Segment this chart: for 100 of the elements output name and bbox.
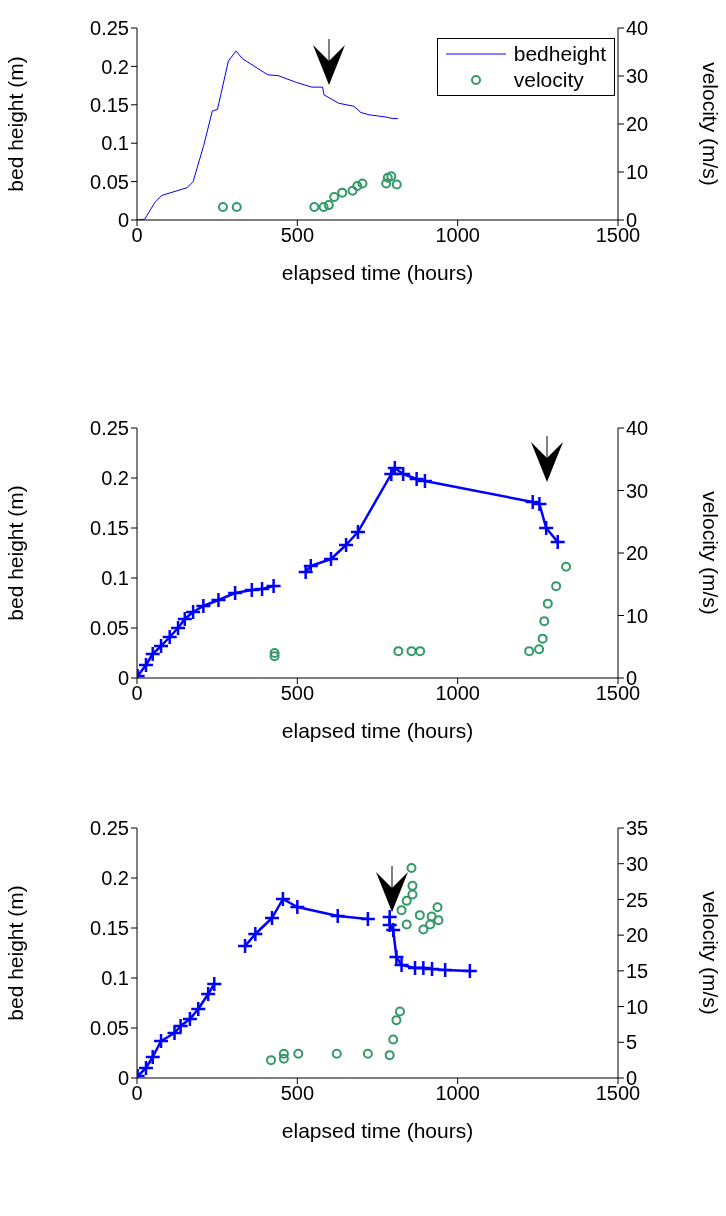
point xyxy=(423,960,441,978)
point xyxy=(357,178,368,189)
point xyxy=(289,898,306,916)
point xyxy=(537,519,555,537)
y2-tick-label: 30 xyxy=(626,852,649,875)
point xyxy=(137,1059,155,1077)
point xyxy=(436,961,454,979)
y-tick-label: 0.2 xyxy=(101,867,129,890)
point xyxy=(388,1034,399,1045)
point xyxy=(534,644,545,655)
y2-tick-label: 25 xyxy=(626,888,649,911)
point xyxy=(433,915,444,926)
y-tick-label: 0.25 xyxy=(90,817,129,840)
y2-tick-label: 10 xyxy=(626,161,649,184)
point xyxy=(231,202,242,213)
point xyxy=(293,1048,304,1059)
y2-tick-label: 15 xyxy=(626,959,649,982)
point xyxy=(247,925,264,943)
point xyxy=(407,880,418,891)
point xyxy=(425,919,436,930)
y-axis-title: bed height (m) xyxy=(4,885,28,1021)
point xyxy=(381,178,392,189)
y-tick-label: 0.25 xyxy=(90,417,129,440)
point xyxy=(269,648,280,658)
point xyxy=(144,1048,161,1066)
y2-tick-label: 20 xyxy=(626,924,649,947)
x-axis-title: elapsed time (hours) xyxy=(281,1119,474,1142)
y-tick-label: 0.15 xyxy=(90,517,129,540)
point xyxy=(349,523,367,541)
y-tick-label: 0 xyxy=(117,209,129,232)
point xyxy=(337,536,355,554)
x-tick-label: 1000 xyxy=(435,1082,480,1105)
x-tick-label: 0 xyxy=(131,1082,143,1105)
point xyxy=(524,646,535,657)
point xyxy=(206,975,223,993)
y-tick-label: 0.1 xyxy=(101,567,129,590)
point xyxy=(415,646,426,657)
point xyxy=(265,577,282,595)
point xyxy=(329,191,340,202)
point xyxy=(396,905,407,916)
x-axis-title: elapsed time (hours) xyxy=(281,719,474,742)
x-tick-label: 500 xyxy=(280,1082,315,1105)
point xyxy=(236,937,254,955)
y2-tick-label: 20 xyxy=(626,113,649,136)
point xyxy=(426,911,437,922)
point xyxy=(152,637,170,655)
point xyxy=(199,985,217,1003)
y2-tick-label: 10 xyxy=(626,995,649,1018)
point xyxy=(144,645,161,663)
point xyxy=(539,616,550,627)
point xyxy=(190,1000,207,1018)
point xyxy=(181,1010,199,1028)
point xyxy=(406,646,417,657)
y-tick-label: 0.2 xyxy=(101,467,129,490)
point xyxy=(362,1048,373,1059)
point xyxy=(561,561,572,572)
y2-tick-label: 40 xyxy=(626,417,649,440)
y2-axis-title: velocity (m/s) xyxy=(698,62,722,186)
x-tick-label: 500 xyxy=(280,682,315,705)
point xyxy=(386,171,397,182)
point xyxy=(432,902,443,913)
y2-tick-label: 40 xyxy=(626,17,649,40)
point xyxy=(274,890,292,908)
point xyxy=(323,200,334,211)
point xyxy=(531,495,548,513)
x-tick-label: 0 xyxy=(131,224,143,247)
point xyxy=(542,598,553,609)
point xyxy=(406,863,417,873)
point xyxy=(391,179,402,190)
point xyxy=(416,472,434,490)
point xyxy=(309,202,320,213)
point xyxy=(352,180,363,191)
point xyxy=(322,550,340,568)
point xyxy=(329,907,346,925)
y-tick-label: 0.15 xyxy=(90,917,129,940)
y2-tick-label: 35 xyxy=(626,817,649,840)
point xyxy=(384,1050,395,1061)
legend-label: velocity xyxy=(513,67,584,93)
x-axis-title: elapsed time (hours) xyxy=(281,261,474,284)
point xyxy=(382,172,393,183)
y-tick-label: 0.05 xyxy=(90,1017,129,1040)
point xyxy=(551,581,562,592)
point xyxy=(169,619,187,637)
y-tick-label: 0.1 xyxy=(101,967,129,990)
point xyxy=(537,633,548,644)
y-axis-title: bed height (m) xyxy=(4,56,28,192)
point xyxy=(161,628,178,646)
x-tick-label: 0 xyxy=(131,682,143,705)
point xyxy=(524,493,541,511)
point xyxy=(318,202,329,213)
y2-axis-title: velocity (m/s) xyxy=(698,491,722,615)
point xyxy=(393,646,404,657)
y2-tick-label: 5 xyxy=(626,1031,638,1054)
point xyxy=(184,603,202,621)
y-tick-label: 0.2 xyxy=(101,55,129,78)
y2-tick-label: 10 xyxy=(626,604,649,627)
point xyxy=(210,591,227,609)
y2-tick-label: 20 xyxy=(626,542,649,565)
point xyxy=(415,959,432,977)
point xyxy=(418,924,429,935)
